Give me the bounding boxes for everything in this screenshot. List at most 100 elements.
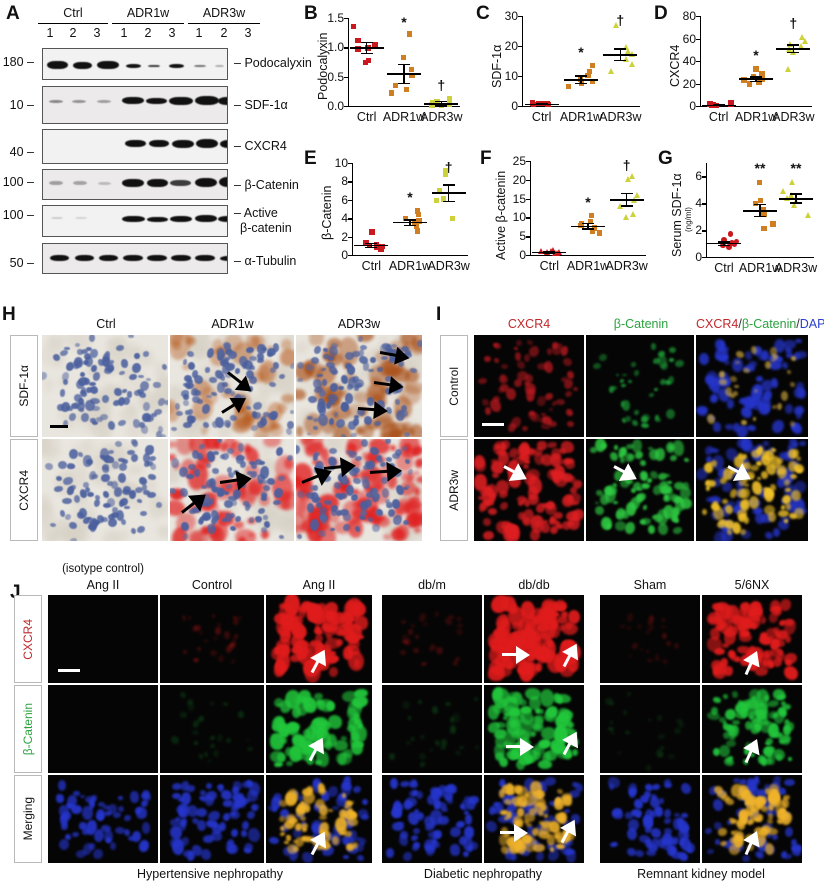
tissue-blob [703,462,714,474]
tissue-blob [644,838,653,849]
tissue-blob [319,814,327,820]
tissue-blob [82,805,93,821]
tissue-blob [193,390,202,396]
tissue-blob [652,358,661,364]
tissue-blob [328,421,336,429]
row-label-j-bcatenin-text: β-Catenin [21,702,35,756]
tissue-blob [673,728,681,735]
tissue-blob [388,752,395,760]
tissue-blob [341,735,347,741]
tissue-blob [734,456,745,468]
tissue-blob [523,813,536,822]
lane-number: 3 [168,26,176,40]
tissue-blob [792,442,799,448]
tissue-blob [196,819,207,832]
tissue-blob [719,476,727,485]
tissue-blob [343,804,349,810]
column-label-cxcr4: CXCR4 [507,317,551,331]
tissue-blob [307,503,315,514]
tissue-blob [739,464,746,469]
tissue-blob [730,837,737,845]
tissue-blob [560,611,569,618]
tissue-blob [289,653,302,663]
tissue-blob [739,602,750,612]
tissue-blob [654,654,659,658]
blot-label-beta-catenin: β-Catenin [234,178,298,192]
tissue-blob [312,425,319,430]
tissue-blob [385,387,392,395]
y-tick-label: 1.0 [327,40,344,55]
tissue-blob [153,382,162,388]
tissue-blob [347,716,359,729]
tissue-blob [444,702,452,707]
mw-marker: 40 [0,145,34,159]
tissue-blob [743,517,750,525]
tissue-blob [709,394,718,404]
tissue-blob [56,794,64,804]
tissue-blob [755,447,764,456]
tissue-blob [327,456,337,467]
tissue-blob [620,624,625,628]
tissue-blob [724,797,735,806]
tissue-blob [664,473,670,478]
tissue-blob [104,350,110,358]
tissue-blob [85,346,93,352]
tissue-blob [126,449,136,456]
tissue-blob [224,631,231,640]
tissue-blob [528,807,537,815]
y-tick [702,176,706,178]
tissue-blob [508,719,520,729]
error-bar [619,48,622,60]
tissue-blob [515,786,529,796]
tissue-blob [294,823,303,832]
tissue-blob [75,850,87,858]
tissue-blob [328,417,335,425]
tissue-blob [480,500,490,511]
tissue-blob [594,439,606,453]
tissue-blob [142,351,150,357]
tissue-blob [537,738,551,749]
tissue-blob [709,447,720,454]
y-tick-label: 40 [682,54,696,68]
tissue-blob [356,491,368,503]
tissue-blob [247,747,253,752]
tissue-blob [278,603,288,610]
tissue-blob [259,430,274,437]
tissue-blob [309,485,316,492]
tissue-blob [705,479,711,487]
data-point [787,192,794,199]
data-point [578,222,584,229]
tissue-blob [401,633,409,643]
tissue-blob [141,799,148,808]
tissue-blob [498,834,508,847]
data-point [726,244,732,250]
tissue-blob [144,477,158,494]
tissue-blob [307,785,314,793]
tissue-blob [512,622,524,630]
tissue-blob [82,454,92,467]
tissue-blob [567,729,578,737]
tissue-blob [196,399,204,404]
tissue-blob [704,446,713,455]
tissue-blob [721,527,733,541]
tissue-blob [593,363,601,370]
tissue-blob [662,494,672,502]
tissue-blob [444,618,452,625]
tissue-blob [761,650,771,659]
tissue-blob [651,783,661,790]
data-point [616,203,623,210]
arrow-head [519,737,534,756]
tissue-blob [149,463,157,471]
tissue-blob [668,754,676,760]
tissue-blob [568,657,579,672]
x-axis [522,106,640,108]
tissue-blob [317,373,323,378]
tissue-blob [516,759,526,770]
tissue-blob [661,625,666,629]
tissue-blob [427,793,438,806]
tissue-blob [400,409,409,417]
arrow-head [373,400,389,420]
tissue-blob [539,689,554,707]
tissue-blob [740,529,747,536]
tissue-blob [351,473,359,480]
